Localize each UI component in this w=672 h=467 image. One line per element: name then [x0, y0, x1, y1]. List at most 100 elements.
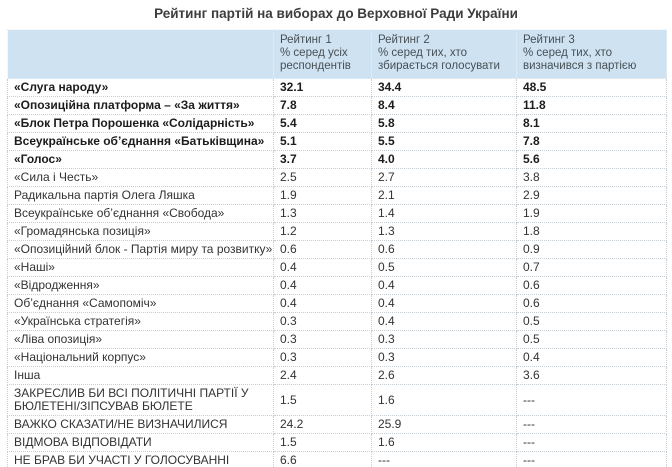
rating3-value-cell: 0.4 [516, 348, 667, 367]
rating1-value-cell: 6.6 [273, 451, 372, 467]
rating3-value-cell: --- [516, 451, 667, 467]
rating2-value-cell: 1.6 [371, 384, 517, 416]
rating3-value-cell: 1.8 [516, 222, 667, 241]
party-name-cell: «Голос» [7, 150, 274, 169]
table-row: «Опозиційний блок - Партія миру та розви… [7, 240, 667, 259]
rating3-value-cell: 5.6 [516, 150, 667, 169]
rating1-value-cell: 0.4 [273, 276, 372, 295]
rating2-value-cell: 1.3 [371, 222, 517, 241]
column-header-rating2: Рейтинг 2 % серед тих, хто збирається го… [371, 29, 517, 79]
rating3-value-cell: 0.6 [516, 294, 667, 313]
rating1-value-cell: 0.3 [273, 312, 372, 331]
table-row: «Національний корпус» 0.3 0.3 0.4 [7, 348, 667, 367]
rating3-value-cell: 8.1 [516, 114, 667, 133]
rating1-value-cell: 0.3 [273, 330, 372, 349]
party-ratings-table: Рейтинг 1 % серед усіх респондентів Рейт… [7, 29, 667, 467]
table-row: Всеукраїнське об’єднання «Батьківщина» 5.… [7, 132, 667, 151]
rating2-value-cell: 0.3 [371, 348, 517, 367]
column-sublabel: % серед усіх респондентів [280, 47, 351, 72]
rating1-value-cell: 0.4 [273, 258, 372, 277]
rating3-value-cell: 11.8 [516, 96, 667, 115]
party-name-cell: ВАЖКО СКАЗАТИ/НЕ ВИЗНАЧИЛИСЯ [7, 415, 274, 434]
rating3-value-cell: 48.5 [516, 78, 667, 97]
rating3-value-cell: 0.5 [516, 312, 667, 331]
column-header-rating3: Рейтинг 3 % серед тих, хто визначився з … [516, 29, 667, 79]
column-label: Рейтинг 3 [523, 34, 575, 46]
rating2-value-cell: 0.4 [371, 276, 517, 295]
party-name-cell: «Сила і Честь» [7, 168, 274, 187]
rating3-value-cell: 0.5 [516, 330, 667, 349]
rating3-value-cell: 0.7 [516, 258, 667, 277]
table-row: «Опозиційна платформа – «За життя» 7.8 8.4… [7, 96, 667, 115]
table-row: «Блок Петра Порошенка «Солідарність» 5.4 5… [7, 114, 667, 133]
rating2-value-cell: 2.1 [371, 186, 517, 205]
column-header-rating1: Рейтинг 1 % серед усіх респондентів [273, 29, 372, 79]
party-name-cell: «Наші» [7, 258, 274, 277]
rating1-value-cell: 2.4 [273, 366, 372, 385]
rating3-value-cell: 7.8 [516, 132, 667, 151]
table-row: ВАЖКО СКАЗАТИ/НЕ ВИЗНАЧИЛИСЯ 24.2 25.9 --- [7, 415, 667, 434]
rating2-value-cell: --- [371, 451, 517, 467]
rating1-value-cell: 1.3 [273, 204, 372, 223]
party-name-cell: «Громадянська позиція» [7, 222, 274, 241]
rating1-value-cell: 3.7 [273, 150, 372, 169]
rating3-value-cell: 3.8 [516, 168, 667, 187]
rating1-value-cell: 1.5 [273, 433, 372, 452]
rating2-value-cell: 1.6 [371, 433, 517, 452]
rating2-value-cell: 2.6 [371, 366, 517, 385]
column-header-party [7, 29, 274, 79]
party-name-cell: «Блок Петра Порошенка «Солідарність» [7, 114, 274, 133]
party-name-cell: «Слуга народу» [7, 78, 274, 97]
rating3-value-cell: 1.9 [516, 204, 667, 223]
rating3-value-cell: 2.9 [516, 186, 667, 205]
party-name-cell: НЕ БРАВ БИ УЧАСТІ У ГОЛОСУВАННІ [7, 451, 274, 467]
party-name-cell: ВІДМОВА ВІДПОВІДАТИ [7, 433, 274, 452]
rating2-value-cell: 2.7 [371, 168, 517, 187]
party-name-cell: Об’єднання «Самопоміч» [7, 294, 274, 313]
rating1-value-cell: 5.1 [273, 132, 372, 151]
rating1-value-cell: 7.8 [273, 96, 372, 115]
rating1-value-cell: 1.5 [273, 384, 372, 416]
table-row: «Громадянська позиція» 1.2 1.3 1.8 [7, 222, 667, 241]
table-row: НЕ БРАВ БИ УЧАСТІ У ГОЛОСУВАННІ 6.6 --- --- [7, 451, 667, 467]
header-row: Рейтинг 1 % серед усіх респондентів Рейт… [7, 29, 667, 79]
column-label: Рейтинг 2 [378, 34, 430, 46]
rating2-value-cell: 0.5 [371, 258, 517, 277]
rating1-value-cell: 5.4 [273, 114, 372, 133]
table-row: Інша 2.4 2.6 3.6 [7, 366, 667, 385]
rating2-value-cell: 1.4 [371, 204, 517, 223]
table-row: ЗАКРЕСЛИВ БИ ВСІ ПОЛІТИЧНІ ПАРТІЇ У БЮЛЕ… [7, 384, 667, 416]
party-name-cell: «Опозиційна платформа – «За життя» [7, 96, 274, 115]
column-label: Рейтинг 1 [280, 34, 332, 46]
party-name-cell: «Українська стратегія» [7, 312, 274, 331]
rating2-value-cell: 5.5 [371, 132, 517, 151]
rating2-value-cell: 0.6 [371, 240, 517, 259]
column-sublabel: % серед тих, хто збирається голосувати [378, 47, 500, 72]
table-row: «Відродження» 0.4 0.4 0.6 [7, 276, 667, 295]
rating3-value-cell: 3.6 [516, 366, 667, 385]
table-header: Рейтинг 1 % серед усіх респондентів Рейт… [7, 29, 667, 79]
rating3-value-cell: --- [516, 384, 667, 416]
party-name-cell: Всеукраїнське об’єднання «Свобода» [7, 204, 274, 223]
table-row: Радикальна партія Олега Ляшка 1.9 2.1 2.9 [7, 186, 667, 205]
rating1-value-cell: 0.6 [273, 240, 372, 259]
rating2-value-cell: 0.4 [371, 294, 517, 313]
table-row: «Слуга народу» 32.1 34.4 48.5 [7, 78, 667, 97]
table-row: Всеукраїнське об’єднання «Свобода» 1.3 1.4… [7, 204, 667, 223]
rating3-value-cell: 0.6 [516, 276, 667, 295]
rating3-value-cell: 0.9 [516, 240, 667, 259]
table-row: «Голос» 3.7 4.0 5.6 [7, 150, 667, 169]
party-name-cell: Інша [7, 366, 274, 385]
party-name-cell: «Опозиційний блок - Партія миру та розви… [7, 240, 274, 259]
table-row: «Ліва опозиція» 0.3 0.3 0.5 [7, 330, 667, 349]
rating3-value-cell: --- [516, 433, 667, 452]
rating1-value-cell: 2.5 [273, 168, 372, 187]
party-name-cell: «Національний корпус» [7, 348, 274, 367]
rating2-value-cell: 5.8 [371, 114, 517, 133]
table-row: Об’єднання «Самопоміч» 0.4 0.4 0.6 [7, 294, 667, 313]
party-name-cell: Радикальна партія Олега Ляшка [7, 186, 274, 205]
rating2-value-cell: 8.4 [371, 96, 517, 115]
party-name-cell: Всеукраїнське об’єднання «Батьківщина» [7, 132, 274, 151]
rating2-value-cell: 25.9 [371, 415, 517, 434]
table-row: «Сила і Честь» 2.5 2.7 3.8 [7, 168, 667, 187]
